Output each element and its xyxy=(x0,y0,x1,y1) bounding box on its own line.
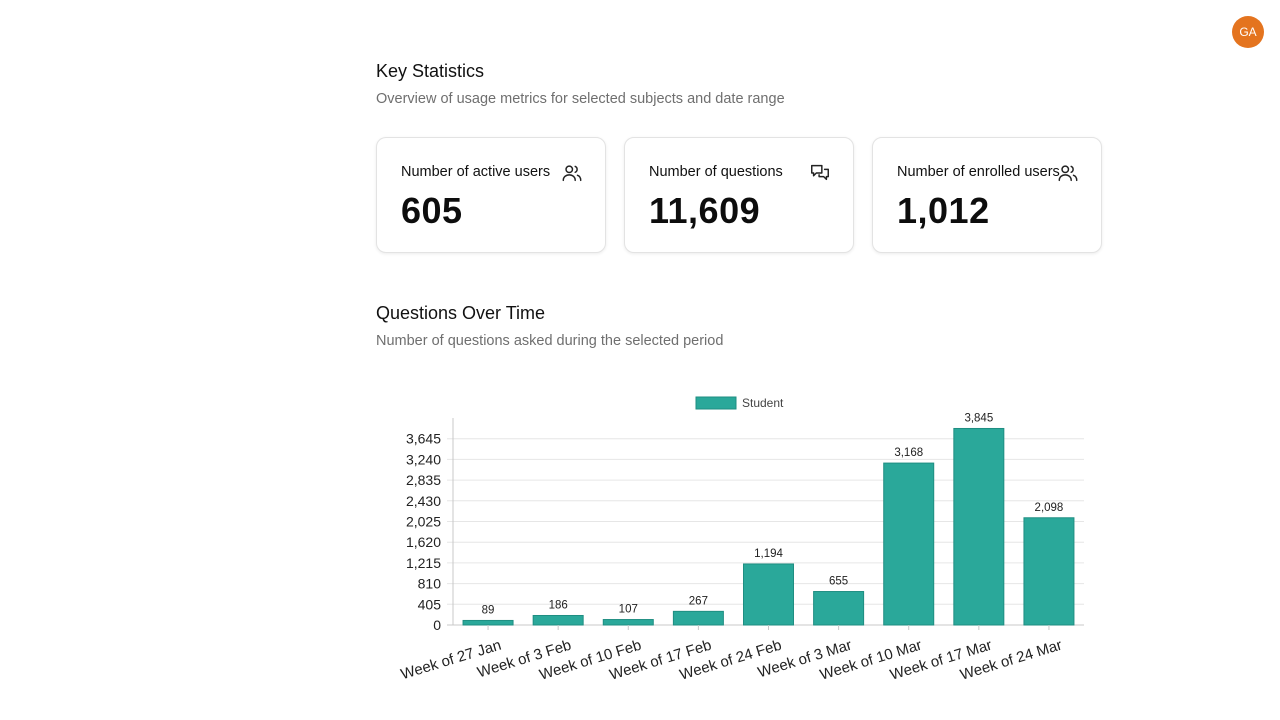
bar-data-label: 655 xyxy=(829,576,848,588)
stat-card-label: Number of enrolled users xyxy=(897,164,1060,180)
bar-data-label: 267 xyxy=(689,595,708,607)
key-statistics-title: Key Statistics xyxy=(376,61,485,81)
legend-swatch xyxy=(695,396,737,410)
bar-data-label: 3,845 xyxy=(964,412,993,424)
y-tick-label: 1,215 xyxy=(406,555,441,571)
legend-label: Student xyxy=(742,396,784,410)
bar xyxy=(462,619,514,626)
bar xyxy=(1023,517,1075,626)
stat-card-value: 605 xyxy=(401,190,463,231)
bar-data-label: 3,168 xyxy=(894,447,923,459)
bar-data-label: 89 xyxy=(482,604,495,616)
bar-data-label: 107 xyxy=(619,604,638,616)
user-avatar[interactable]: GA xyxy=(1232,16,1264,48)
y-tick-label: 3,240 xyxy=(406,451,441,467)
bar xyxy=(672,610,724,626)
questions-over-time-subtitle: Number of questions asked during the sel… xyxy=(376,333,724,349)
stat-card-value: 1,012 xyxy=(897,190,990,231)
bar-data-label: 1,194 xyxy=(754,548,783,560)
y-tick-label: 0 xyxy=(433,617,441,633)
questions-over-time-title: Questions Over Time xyxy=(376,303,546,323)
users-icon xyxy=(1058,165,1078,182)
users-icon xyxy=(562,165,582,182)
bar xyxy=(883,462,935,626)
bar xyxy=(602,619,654,626)
questions-bar-chart: Student 0 405 810 1,215 1,620 2,025 2,430 2,835 3… xyxy=(399,396,1084,684)
stat-card-enrolled-users: Number of enrolled users 1,012 xyxy=(872,137,1102,253)
stat-card-value: 11,609 xyxy=(649,190,761,231)
y-tick-label: 2,025 xyxy=(406,514,441,530)
stat-card-label: Number of active users xyxy=(401,164,551,180)
stat-card-label: Number of questions xyxy=(649,164,783,180)
y-tick-label: 1,620 xyxy=(406,534,441,550)
y-tick-label: 810 xyxy=(418,576,442,592)
key-statistics-subtitle: Overview of usage metrics for selected s… xyxy=(376,91,785,107)
bar xyxy=(813,591,865,626)
stat-card-questions: Number of questions 11,609 xyxy=(624,137,854,253)
bar-data-label: 2,098 xyxy=(1035,502,1064,514)
y-tick-label: 3,645 xyxy=(406,431,441,447)
bar xyxy=(953,427,1005,626)
y-tick-label: 2,430 xyxy=(406,493,441,509)
bar xyxy=(743,563,794,626)
stat-card-active-users: Number of active users 605 xyxy=(376,137,606,253)
y-tick-label: 2,835 xyxy=(406,472,441,488)
y-tick-label: 405 xyxy=(418,596,442,612)
chat-bubbles-icon xyxy=(811,164,829,181)
bar-data-label: 186 xyxy=(549,599,568,611)
bar xyxy=(532,614,584,626)
